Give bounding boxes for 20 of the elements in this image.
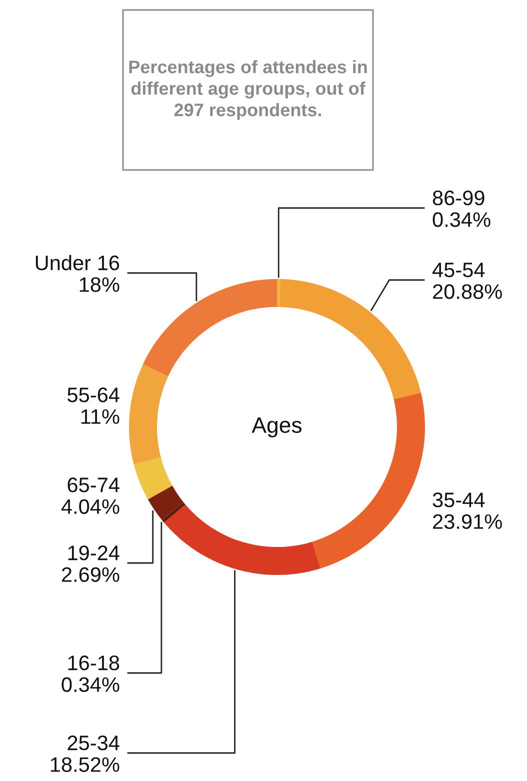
- data-label: 0.34%: [432, 212, 490, 227]
- slice-label: 86-99: [432, 190, 484, 206]
- data-label: 4.04%: [61, 499, 120, 514]
- slice-label: 16-18: [68, 656, 120, 670]
- slice-label: Under 16: [36, 255, 120, 270]
- data-label: 18%: [80, 277, 120, 292]
- text: Ages: [252, 417, 302, 438]
- slice-label: 65-74: [68, 478, 120, 492]
- slice-label: 45-54: [432, 262, 485, 278]
- data-label: 0.34%: [62, 677, 120, 692]
- data-label: 2.69%: [62, 567, 120, 582]
- data-label: 23.91%: [433, 514, 502, 529]
- data-label: 18.52%: [50, 757, 120, 772]
- data-label: 20.88%: [433, 284, 502, 299]
- chart-title: Percentages of attendees in different age groups, out of 297 respondents.: [129, 60, 367, 120]
- slice-label: 19-24: [68, 546, 120, 560]
- slice-label: 55-64: [68, 388, 120, 402]
- data-label: 11%: [81, 409, 120, 424]
- slice-label: 25-34: [68, 736, 120, 750]
- slice-label: 35-44: [432, 492, 485, 508]
